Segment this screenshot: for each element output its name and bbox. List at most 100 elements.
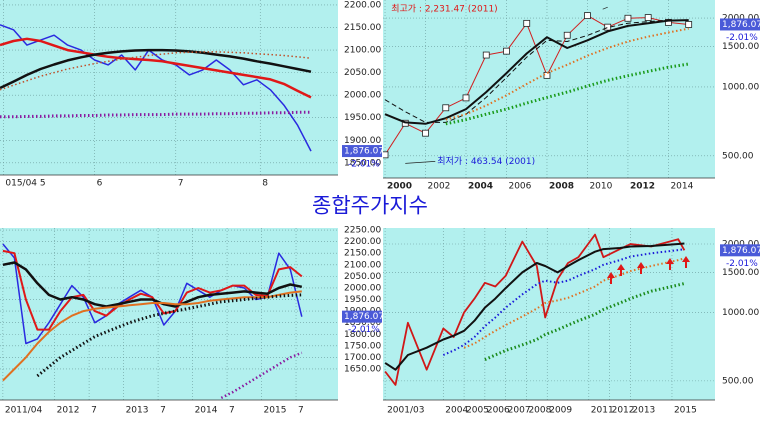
annotation-arrow (602, 6, 608, 10)
x-tick-label: 7 (160, 406, 166, 416)
y-tick-label: 2250.00 (344, 226, 381, 236)
x-tick-label: 2007 (508, 406, 531, 416)
y-tick-label: 500.00 (722, 151, 754, 161)
x-tick-label: 2009 (549, 406, 572, 416)
x-tick-label: 2014 (195, 406, 218, 416)
change-label: -2.01% (348, 160, 380, 170)
series-line (0, 24, 312, 152)
plot-area (383, 228, 715, 400)
x-tick-label: 2006 (508, 182, 531, 192)
x-tick-label: 2014 (670, 182, 693, 192)
plot-area (0, 0, 338, 175)
series-line (484, 282, 685, 361)
x-tick-label: 2012 (612, 406, 635, 416)
series-line (384, 19, 689, 125)
x-tick-label: 2008 (549, 182, 574, 192)
x-tick-label: 2000 (387, 182, 412, 192)
x-tick-label: 8 (262, 179, 268, 189)
change-label: -2.01% (726, 33, 758, 43)
series-line (384, 19, 689, 123)
x-tick-label: 2005 (466, 406, 489, 416)
price-tag (720, 18, 760, 31)
arrow (617, 264, 625, 276)
point-marker (584, 12, 591, 20)
x-tick-label: 2001/03 (387, 406, 424, 416)
y-tick-label: 1900.00 (344, 136, 381, 146)
plot-background (383, 228, 715, 400)
arrow (607, 272, 615, 284)
point-marker (503, 47, 510, 55)
chart-panel: 2200.00 2150.00 2100.00 2050.00 2000.00 1950.… (0, 0, 384, 189)
y-tick-label: 2150.00 (344, 249, 381, 259)
x-tick-label: 2011/04 (5, 406, 43, 416)
point-marker (462, 94, 470, 102)
x-tick-label: 7 (91, 406, 97, 416)
annotation: 최저가 : 463.54 (2001) (437, 156, 535, 167)
y-tick-label: 2200.00 (344, 237, 381, 247)
y-tick-label: 2200.00 (344, 0, 381, 10)
y-tick-label: 1850.00 (344, 318, 381, 328)
y-tick-label: 2150.00 (344, 23, 381, 33)
y-tick-label: 2100.00 (344, 260, 381, 270)
plot-area (0, 228, 338, 400)
y-tick-label: 2050.00 (344, 272, 381, 282)
y-tick-label: 1650.00 (344, 364, 381, 374)
point-marker (665, 18, 672, 26)
plot-background (383, 0, 715, 178)
price-tag-label: 1,876.07 (722, 20, 762, 30)
series-line (2, 290, 302, 382)
y-tick-label: 1000.00 (722, 308, 759, 318)
point-marker (685, 21, 693, 28)
y-tick-label: 1500.00 (722, 268, 759, 278)
x-tick-label: 2013 (632, 406, 655, 416)
point-marker (482, 51, 490, 59)
point-marker (523, 19, 531, 27)
arrow (682, 256, 690, 268)
support-arrows (607, 256, 690, 284)
x-tick-label: 2006 (487, 406, 510, 416)
x-tick-label: 2015 (674, 406, 697, 416)
main-title: 종합주가지수 (312, 194, 428, 218)
x-tick-label: 2010 (589, 182, 612, 192)
y-tick-label: 2100.00 (344, 46, 381, 56)
x-tick-label: 2015 (264, 406, 287, 416)
y-tick-label: 1700.00 (344, 353, 381, 363)
series-line (445, 62, 689, 126)
point-marker (644, 14, 652, 21)
plot-background (0, 0, 338, 175)
x-tick-label: 2012 (57, 406, 80, 416)
annotation-arrow (405, 161, 436, 164)
series-line (0, 48, 312, 90)
change-label: -2.01% (348, 325, 380, 335)
arrow (666, 258, 674, 270)
y-tick-label: 2000.00 (344, 91, 381, 101)
x-tick-label: 2004 (445, 406, 468, 416)
y-tick-label: 1800.00 (344, 330, 381, 340)
annotation: 최고가 : 2,231.47 (2011) (391, 4, 497, 15)
plot-background (0, 228, 338, 400)
price-tag (342, 145, 382, 158)
plot-area (383, 0, 715, 178)
point-marker (422, 129, 429, 137)
series-line (0, 37, 312, 99)
y-tick-label: 1950.00 (344, 113, 381, 123)
x-tick-label: 015/04 5 (5, 179, 45, 189)
point-marker (383, 151, 389, 159)
chart-panel: 2000.001500.001000.00500.002001/03200420… (383, 228, 762, 416)
x-tick-label: 7 (178, 179, 184, 189)
price-tag (720, 244, 760, 257)
series-line (36, 293, 302, 378)
y-tick-label: 1850.00 (344, 158, 381, 168)
price-tag (342, 310, 382, 323)
y-tick-label: 1750.00 (344, 341, 381, 351)
series-line (2, 261, 303, 308)
x-tick-label: 7 (229, 406, 235, 416)
chart-panel: 2000.001500.001000.00500.002000200220042… (383, 0, 762, 192)
series-line (442, 248, 685, 356)
point-marker (442, 104, 450, 112)
y-tick-label: 2000.00 (344, 283, 381, 293)
